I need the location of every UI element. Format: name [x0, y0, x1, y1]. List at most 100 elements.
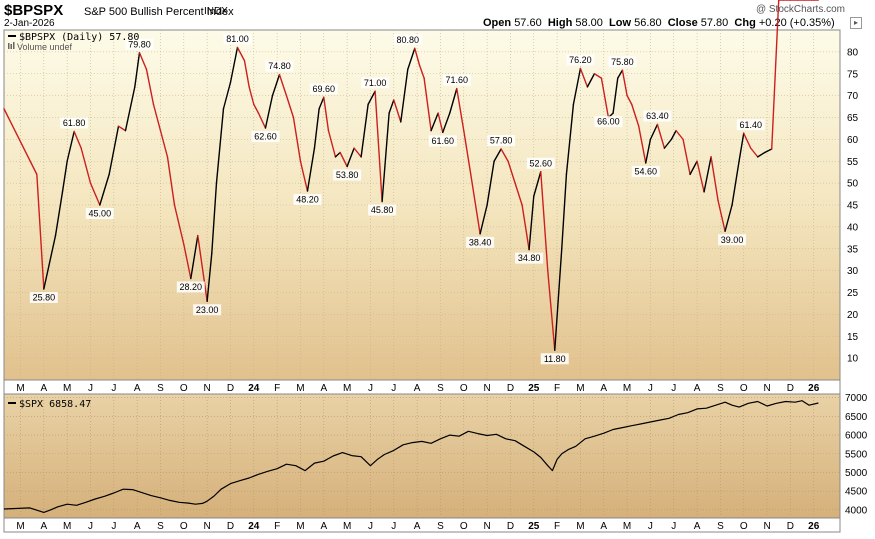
bpspx-line-segment	[134, 52, 141, 88]
y-tick-label: 4000	[845, 505, 868, 516]
bpspx-line-segment	[257, 112, 267, 129]
data-label: 76.20	[566, 54, 595, 66]
x-tick-label: A	[320, 521, 327, 532]
x-tick-label: D	[227, 383, 234, 394]
data-label: 74.80	[265, 60, 294, 72]
x-tick-label: J	[88, 383, 93, 394]
x-tick-label: 25	[528, 383, 540, 394]
bpspx-line-segment	[229, 46, 239, 84]
x-tick-label: O	[460, 383, 468, 394]
x-tick-label: D	[787, 383, 794, 394]
bpspx-line-segment	[211, 182, 218, 254]
bpspx-line-segment	[346, 147, 355, 168]
bpspx-line-segment	[292, 116, 302, 162]
bpspx-line-segment	[61, 160, 68, 193]
bpspx-line-segment	[757, 151, 766, 158]
data-label-text: 38.40	[469, 237, 492, 247]
x-tick-label: D	[507, 383, 514, 394]
legend-spx-text: $SPX 6858.47	[19, 399, 91, 410]
data-label-box	[293, 194, 322, 205]
data-label-text: 34.80	[518, 253, 541, 263]
bpspx-line-segment	[621, 69, 628, 97]
bpspx-line-segment	[437, 112, 444, 134]
data-label: 61.40	[736, 119, 765, 131]
y-tick-label: 5500	[845, 449, 868, 460]
x-tick-label: 26	[808, 521, 820, 532]
bpspx-line-segment	[663, 138, 673, 149]
bpspx-line-segment	[600, 77, 610, 119]
x-tick-label: M	[63, 521, 71, 532]
bpspx-line-segment	[738, 132, 745, 162]
bpspx-line-segment	[367, 90, 376, 106]
y-tick-label: 50	[847, 179, 859, 190]
data-label: 61.60	[428, 135, 457, 147]
bpspx-line-segment	[89, 182, 101, 206]
y-tick-label: 80	[847, 47, 859, 58]
data-label-box	[265, 60, 294, 72]
data-label: 80.80	[393, 34, 422, 46]
data-label: 45.80	[368, 204, 397, 216]
x-tick-label: N	[763, 383, 770, 394]
bpspx-line-segment	[631, 103, 640, 127]
data-label-text: 79.80	[128, 39, 151, 49]
bpspx-line-segment	[470, 173, 481, 235]
x-tick-label: D	[787, 521, 794, 532]
data-label-text: 28.20	[180, 282, 203, 292]
bpspx-line-segment	[381, 112, 390, 203]
bpspx-line-segment	[99, 173, 110, 206]
bpspx-line-segment	[108, 125, 120, 176]
x-tick-label: S	[717, 383, 724, 394]
x-tick-label: 25	[528, 521, 540, 532]
y-tick-label: 60	[847, 135, 859, 146]
data-label-text: 52.60	[529, 158, 552, 168]
data-label-box	[368, 204, 397, 216]
bpspx-line-segment	[353, 147, 362, 158]
y-tick-label: 4500	[845, 487, 868, 498]
month-axis-strip-1	[3, 379, 841, 395]
data-label: 11.80	[540, 353, 569, 365]
x-tick-label: F	[554, 383, 560, 394]
legend-bpspx: $BPSPX (Daily) 57.80	[8, 32, 139, 43]
y-tick-label: 70	[847, 91, 859, 102]
x-tick-label: A	[694, 521, 701, 532]
data-label-box	[736, 119, 765, 131]
bpspx-line-segment	[138, 52, 148, 71]
bpspx-line-segment	[547, 269, 556, 351]
data-label-box	[608, 56, 637, 68]
scroll-arrow-icon[interactable]: ▸	[850, 17, 862, 29]
data-label-text: 74.80	[268, 61, 291, 71]
data-label: 53.80	[333, 169, 362, 181]
data-label-box	[125, 38, 154, 50]
data-label: 61.80	[60, 117, 89, 129]
bpspx-line-segment	[493, 148, 502, 162]
data-label: 38.40	[466, 236, 495, 248]
bpspx-line-segment	[528, 195, 535, 251]
bpspx-line-segment	[649, 123, 659, 141]
bpspx-line-segment	[656, 123, 666, 149]
x-tick-label: M	[343, 521, 351, 532]
bpspx-line-segment	[271, 73, 281, 97]
bpspx-line-segment	[3, 108, 38, 176]
x-tick-label: J	[671, 383, 676, 394]
x-tick-label: J	[648, 383, 653, 394]
bpspx-line-segment	[479, 204, 488, 235]
legend-volume-text: Volume undef	[17, 42, 73, 52]
exchange: INDX	[204, 6, 228, 17]
x-tick-label: J	[368, 521, 373, 532]
data-label: 69.60	[309, 83, 338, 95]
y-tick-label: 15	[847, 332, 859, 343]
high-value: 58.00	[575, 17, 603, 29]
x-tick-label: J	[111, 521, 116, 532]
data-label-text: 54.60	[634, 167, 657, 177]
bpspx-line-segment	[682, 138, 691, 176]
data-label: 39.00	[718, 234, 747, 246]
x-tick-label: A	[600, 383, 607, 394]
data-label-text: 45.80	[371, 205, 394, 215]
y-tick-label: 10	[847, 354, 859, 365]
bpspx-line-segment	[360, 103, 369, 158]
close-label: Close	[667, 17, 698, 29]
bpspx-line-segment	[717, 199, 726, 232]
data-label-box	[29, 292, 58, 303]
x-tick-label: A	[694, 383, 701, 394]
low-value: 56.80	[634, 17, 662, 29]
